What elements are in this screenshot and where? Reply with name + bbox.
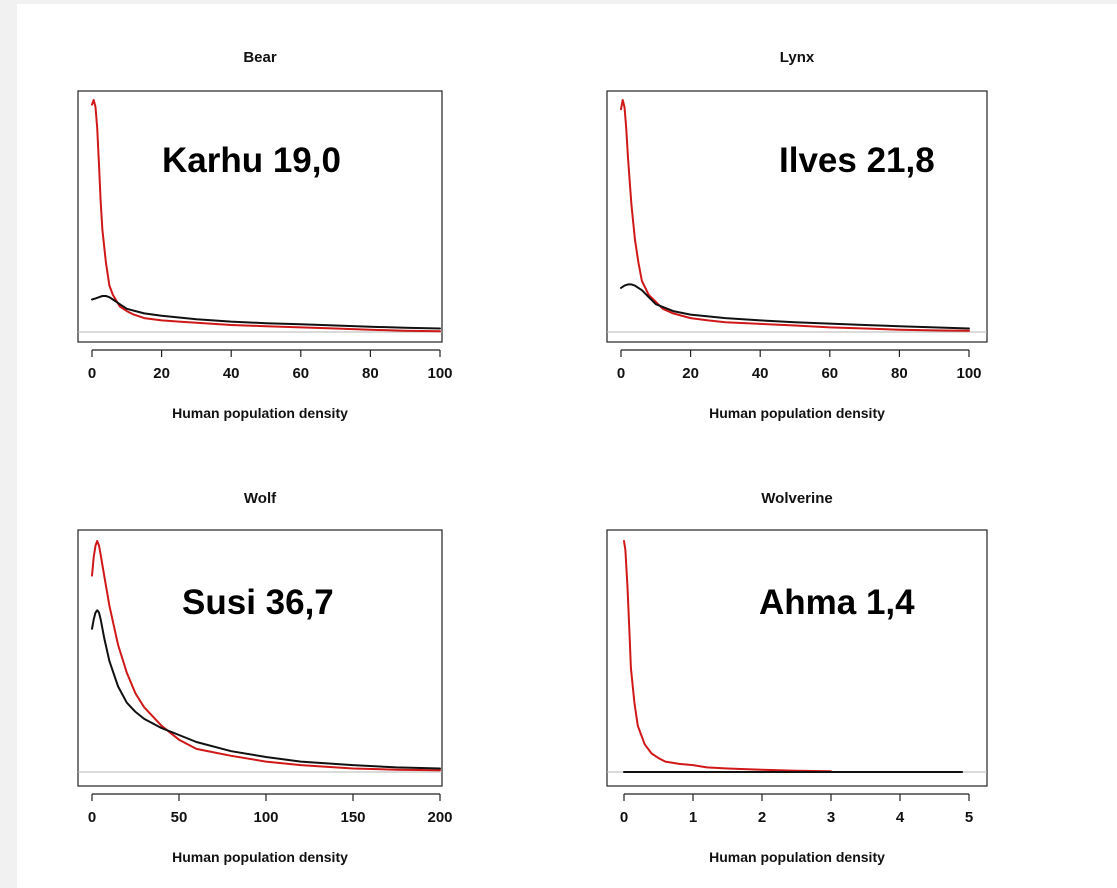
x-axis-label: Human population density — [709, 849, 885, 865]
plot-frame — [606, 90, 988, 343]
x-tick-label: 0 — [88, 365, 96, 382]
series-line-black — [91, 295, 441, 330]
x-tick-label: 80 — [362, 365, 379, 382]
x-tick-label: 3 — [827, 809, 835, 826]
figure-panel: Bear 0 20 40 60 80 100 Human population density… — [17, 4, 1117, 888]
x-tick-label: 80 — [891, 365, 908, 382]
x-tick-label: 40 — [223, 365, 240, 382]
x-tick-label: 2 — [758, 809, 766, 826]
x-axis-label: Human population density — [709, 405, 885, 421]
x-tick-label: 200 — [427, 809, 452, 826]
x-tick-label: 4 — [896, 809, 905, 826]
x-tick-label: 20 — [682, 365, 699, 382]
x-tick-label: 60 — [821, 365, 838, 382]
chart-1: Lynx 0 20 40 60 80 100 Human population density… — [606, 49, 988, 421]
chart-0: Bear 0 20 40 60 80 100 Human population density… — [77, 49, 453, 421]
chart-3: Wolverine 0 1 2 3 4 5 Human population density A… — [606, 490, 988, 865]
series-line-red — [620, 99, 970, 332]
series-line-black — [620, 283, 970, 330]
x-tick-label: 100 — [253, 809, 278, 826]
chart-title: Bear — [243, 49, 277, 66]
annotation-text: Susi 36,7 — [182, 583, 334, 622]
x-tick-label: 100 — [427, 365, 452, 382]
x-tick-label: 0 — [620, 809, 628, 826]
chart-title: Lynx — [780, 49, 815, 66]
series-line-black — [91, 609, 441, 770]
annotation-text: Ilves 21,8 — [779, 141, 935, 180]
annotation-text: Ahma 1,4 — [759, 583, 915, 622]
chart-title: Wolverine — [761, 490, 832, 507]
x-axis-label: Human population density — [172, 849, 348, 865]
plot-frame — [77, 529, 443, 787]
x-tick-label: 5 — [965, 809, 973, 826]
x-tick-label: 50 — [171, 809, 188, 826]
series-line-red — [91, 99, 441, 333]
x-tick-label: 60 — [292, 365, 309, 382]
x-tick-label: 0 — [617, 365, 625, 382]
x-tick-label: 1 — [689, 809, 697, 826]
x-tick-label: 0 — [88, 809, 96, 826]
chart-title: Wolf — [244, 490, 277, 507]
annotation-text: Karhu 19,0 — [162, 141, 341, 180]
x-tick-label: 150 — [340, 809, 365, 826]
x-tick-label: 40 — [752, 365, 769, 382]
x-tick-label: 100 — [956, 365, 981, 382]
plot-frame — [606, 529, 988, 787]
x-axis-label: Human population density — [172, 405, 348, 421]
series-line-red — [91, 540, 441, 772]
chart-2: Wolf 0 50 100 150 200 Human population density… — [77, 490, 453, 865]
plot-frame — [77, 90, 443, 343]
x-tick-label: 20 — [153, 365, 170, 382]
series-line-red — [623, 540, 832, 773]
